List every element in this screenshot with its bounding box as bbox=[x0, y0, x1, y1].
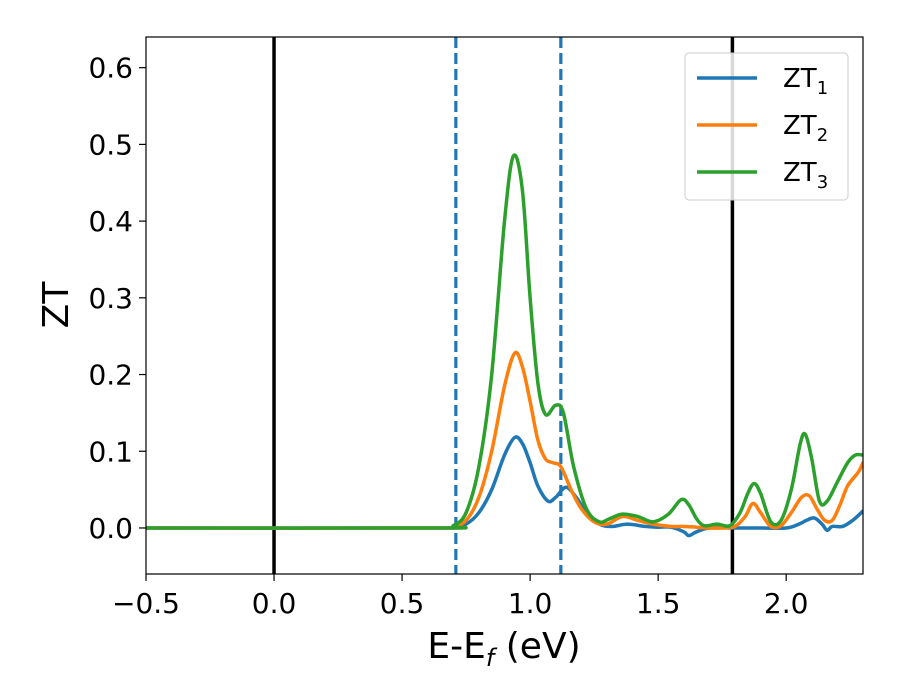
series-line-zt2 bbox=[146, 350, 863, 530]
y-tick-label: 0.3 bbox=[88, 282, 133, 315]
legend-label-zt3: ZT3 bbox=[783, 158, 828, 193]
x-axis-label: E-Ef (eV) bbox=[427, 626, 580, 672]
y-tick-label: 0.4 bbox=[88, 205, 133, 238]
series-lines bbox=[146, 153, 863, 538]
y-tick-label: 0.5 bbox=[88, 128, 133, 161]
legend-label-zt2: ZT2 bbox=[783, 111, 828, 146]
plot-frame bbox=[145, 36, 864, 575]
series-line-zt3 bbox=[146, 153, 863, 530]
legend: ZT1 ZT2 ZT3 bbox=[684, 52, 849, 201]
x-axis-label-suffix: (eV) bbox=[494, 626, 580, 667]
x-tick-label: 1.5 bbox=[636, 587, 681, 620]
y-tick-label: 0.0 bbox=[88, 512, 133, 545]
y-axis-ticks: 0.0 0.1 0.2 0.3 0.4 0.5 0.6 bbox=[88, 52, 146, 545]
y-tick-label: 0.2 bbox=[88, 359, 133, 392]
x-tick-label: 2.0 bbox=[764, 587, 809, 620]
legend-box bbox=[684, 52, 849, 201]
y-tick-label: 0.6 bbox=[88, 52, 133, 85]
x-tick-label: 1.0 bbox=[508, 587, 553, 620]
x-axis-ticks: −0.5 0.0 0.5 1.0 1.5 2.0 bbox=[112, 574, 808, 620]
x-tick-label: −0.5 bbox=[112, 587, 180, 620]
legend-label-zt1: ZT1 bbox=[783, 64, 828, 99]
x-axis-label-main: E-E bbox=[427, 626, 485, 667]
series-line-zt1 bbox=[146, 435, 863, 538]
y-tick-label: 0.1 bbox=[88, 435, 133, 468]
x-tick-label: 0.5 bbox=[380, 587, 425, 620]
y-axis-label: ZT bbox=[36, 281, 77, 329]
x-tick-label: 0.0 bbox=[252, 587, 297, 620]
